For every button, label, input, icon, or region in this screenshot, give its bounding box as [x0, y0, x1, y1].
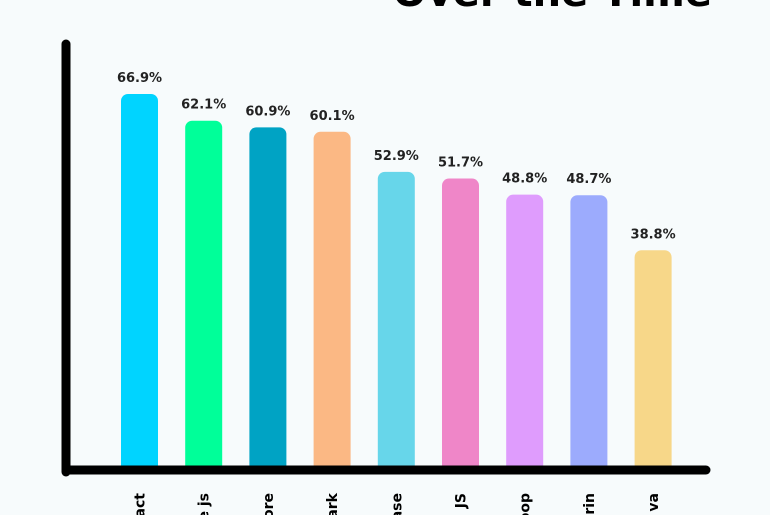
bar-3 — [313, 131, 351, 473]
category-label-7: rin — [582, 493, 598, 515]
value-label-7: 48.7% — [566, 172, 611, 187]
value-label-0: 66.9% — [117, 71, 162, 86]
value-labels-group: 66.9% 62.1% 60.9% 60.1% 52.9% 51.7% 48.8% 48.7%… — [117, 71, 676, 242]
value-label-5: 51.7% — [438, 156, 483, 171]
value-label-3: 60.1% — [310, 109, 355, 124]
bar-0 — [121, 94, 158, 472]
value-label-1: 62.1% — [181, 98, 226, 113]
bar-8 — [634, 250, 672, 472]
category-label-4: ase — [389, 493, 405, 515]
category-labels-group: act e js ore ark ase JS oop rin va — [133, 492, 663, 515]
category-label-0: act — [133, 493, 149, 515]
category-label-1: e js — [197, 493, 213, 515]
value-label-2: 60.9% — [245, 104, 290, 119]
category-label-8: va — [646, 493, 662, 512]
value-label-8: 38.8% — [631, 227, 676, 242]
bar-7 — [570, 195, 608, 473]
bar-6 — [506, 194, 544, 472]
value-label-6: 48.8% — [502, 172, 547, 187]
bars-group — [121, 94, 672, 473]
bar-5 — [442, 178, 479, 472]
value-label-4: 52.9% — [374, 149, 419, 164]
category-label-5: JS — [454, 493, 470, 509]
bar-4 — [377, 171, 415, 472]
bar-2 — [249, 127, 287, 473]
category-label-3: ark — [325, 492, 341, 515]
category-label-6: oop — [518, 493, 534, 515]
bar-1 — [185, 120, 223, 472]
category-label-2: ore — [261, 493, 277, 515]
chart-title: Over the Time — [393, 0, 712, 16]
